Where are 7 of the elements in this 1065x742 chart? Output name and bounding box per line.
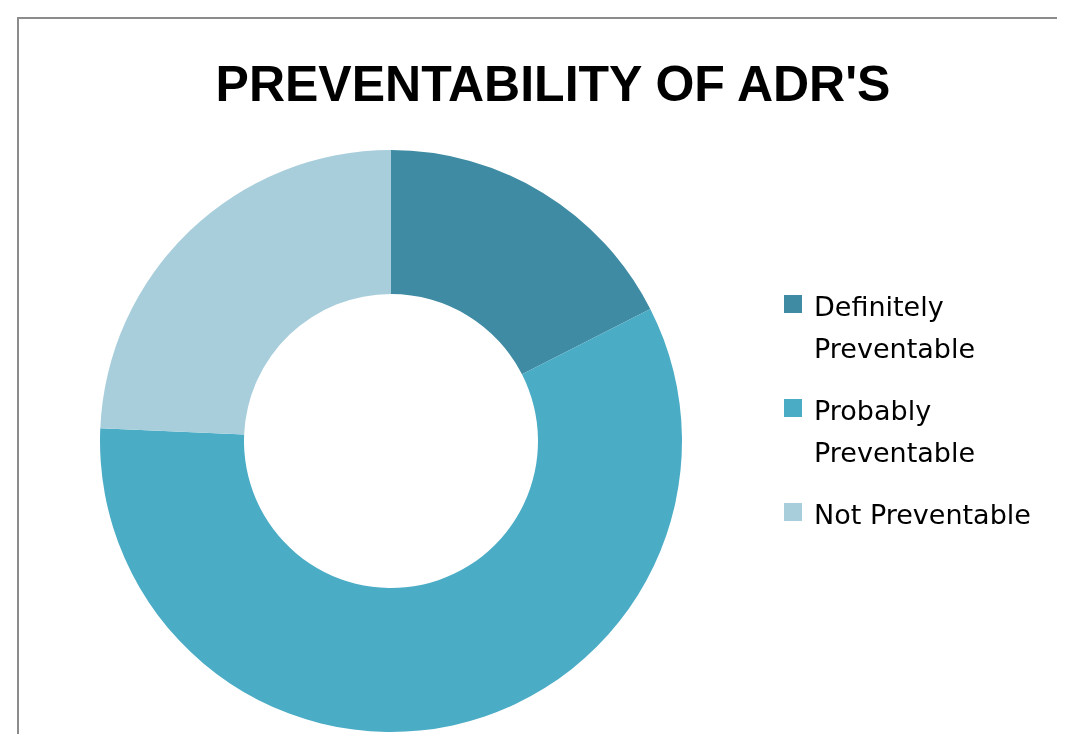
donut-slice [100,150,391,435]
legend-label: Not Preventable [814,498,1031,530]
legend-label: Definitely Preventable [814,290,976,364]
donut-slice [391,150,651,375]
donut-slice [100,308,682,732]
chart-title: PREVENTABILITY OF ADR'S [215,56,891,113]
legend-label: Probably Preventable [814,394,976,468]
